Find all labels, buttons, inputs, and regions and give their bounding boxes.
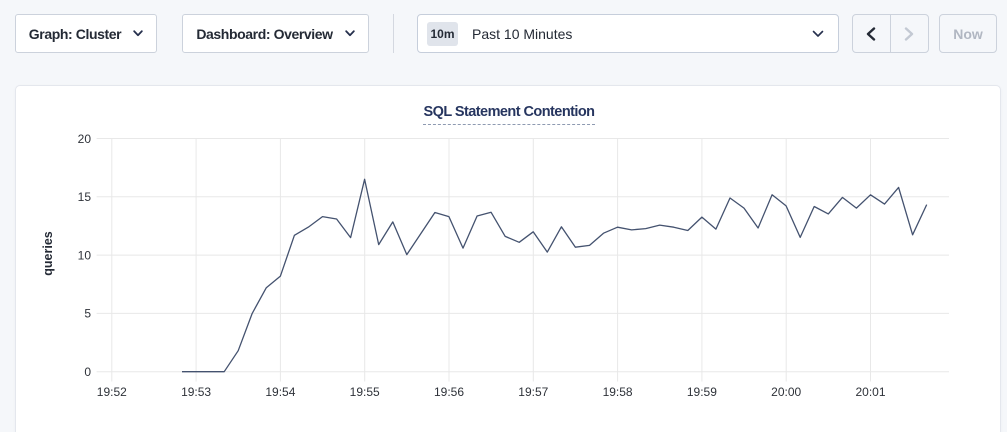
svg-text:19:57: 19:57 xyxy=(518,385,548,399)
svg-text:20:01: 20:01 xyxy=(855,385,885,399)
svg-text:10: 10 xyxy=(78,248,92,262)
svg-text:19:59: 19:59 xyxy=(687,385,717,399)
svg-text:19:55: 19:55 xyxy=(350,385,380,399)
svg-text:19:58: 19:58 xyxy=(603,385,633,399)
svg-text:19:56: 19:56 xyxy=(434,385,464,399)
svg-text:20:00: 20:00 xyxy=(771,385,801,399)
svg-text:19:52: 19:52 xyxy=(97,385,127,399)
svg-text:queries: queries xyxy=(41,231,55,276)
svg-text:20: 20 xyxy=(78,132,92,146)
svg-text:19:53: 19:53 xyxy=(181,385,211,399)
svg-text:15: 15 xyxy=(78,190,92,204)
svg-text:19:54: 19:54 xyxy=(265,385,295,399)
svg-text:5: 5 xyxy=(84,307,91,321)
svg-text:0: 0 xyxy=(84,365,91,379)
